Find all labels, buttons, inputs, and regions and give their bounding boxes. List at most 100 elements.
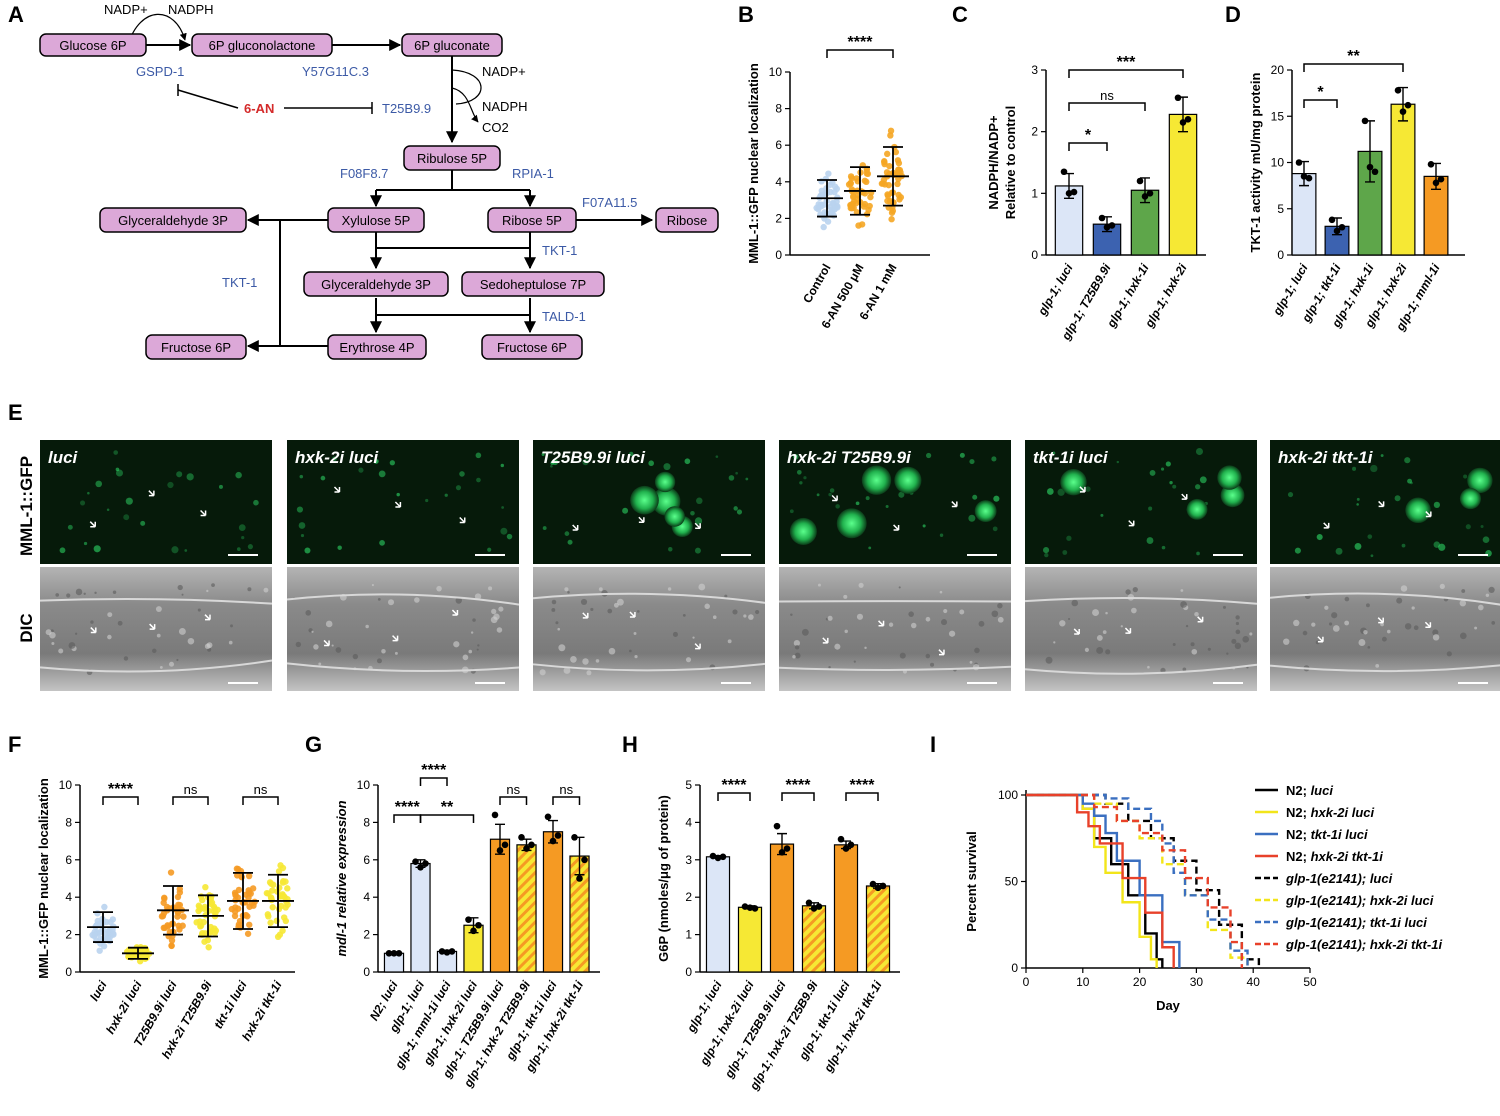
dic-texture bbox=[296, 642, 301, 647]
legend-label-strain: N2; bbox=[1286, 805, 1311, 820]
survival-curve bbox=[1026, 795, 1259, 968]
dic-texture bbox=[1447, 651, 1452, 656]
y-tick-label: 20 bbox=[1271, 63, 1285, 77]
dic-texture bbox=[313, 644, 318, 649]
y-axis-title: NADPH/NADP+ bbox=[986, 115, 1001, 210]
y-axis-title: MML-1::GFP nuclear localization bbox=[746, 63, 761, 264]
dic-texture bbox=[552, 600, 557, 605]
significance-label: **** bbox=[722, 777, 748, 794]
data-point bbox=[861, 203, 867, 209]
enzyme-rpia-1: RPIA-1 bbox=[512, 166, 554, 181]
significance-bracket bbox=[421, 778, 448, 786]
significance-label: ns bbox=[1100, 88, 1114, 103]
data-point bbox=[849, 205, 855, 211]
dic-texture bbox=[176, 659, 178, 661]
data-point bbox=[1428, 161, 1435, 168]
significance-label: ns bbox=[254, 782, 268, 797]
data-point bbox=[1339, 224, 1346, 231]
data-point bbox=[269, 904, 275, 910]
enzyme-tkt-1-left: TKT-1 bbox=[222, 275, 257, 290]
data-point bbox=[752, 905, 759, 912]
dic-texture bbox=[1092, 609, 1099, 616]
data-point bbox=[1306, 175, 1313, 182]
gfp-speckle bbox=[300, 475, 304, 479]
data-point bbox=[882, 181, 888, 187]
data-point bbox=[1175, 94, 1182, 101]
gfp-speckle bbox=[696, 498, 703, 505]
dic-texture bbox=[1405, 623, 1412, 630]
data-point bbox=[281, 894, 287, 900]
data-point bbox=[209, 899, 215, 905]
data-point bbox=[165, 923, 171, 929]
y-tick-label: 8 bbox=[775, 102, 782, 116]
dic-texture bbox=[1242, 636, 1249, 643]
data-point bbox=[196, 903, 202, 909]
row-label-gfp: MML-1::GFP bbox=[17, 456, 36, 556]
dic-texture bbox=[673, 632, 678, 637]
gfp-speckle bbox=[140, 521, 145, 526]
dic-texture bbox=[596, 659, 600, 663]
dic-texture bbox=[540, 669, 546, 675]
gfp-speckle bbox=[87, 492, 90, 495]
significance-bracket bbox=[1304, 100, 1337, 108]
cofactor-nadp-2: NADP+ bbox=[482, 64, 526, 79]
dic-texture bbox=[1303, 631, 1308, 636]
dic-texture bbox=[1223, 606, 1226, 609]
dic-texture bbox=[607, 609, 612, 614]
svg-text:Sedoheptulose 7P: Sedoheptulose 7P bbox=[480, 277, 586, 292]
dic-texture bbox=[107, 635, 112, 640]
data-point bbox=[212, 905, 218, 911]
gfp-speckle bbox=[886, 505, 889, 508]
data-point bbox=[273, 918, 279, 924]
dic-texture bbox=[1440, 584, 1445, 589]
gfp-speckle bbox=[1066, 536, 1071, 541]
dic-texture bbox=[1329, 622, 1332, 625]
dic-texture bbox=[1375, 664, 1379, 668]
gfp-speckle bbox=[60, 547, 66, 553]
y-tick-label: 2 bbox=[775, 211, 782, 225]
gfp-speckle bbox=[745, 478, 748, 481]
significance-bracket bbox=[718, 793, 750, 801]
y-tick-label: 8 bbox=[363, 815, 370, 829]
data-point bbox=[497, 847, 504, 854]
gfp-speckle bbox=[501, 506, 504, 509]
significance-bracket bbox=[1069, 103, 1145, 111]
data-point bbox=[101, 943, 107, 949]
gfp-speckle bbox=[507, 534, 512, 539]
significance-label: * bbox=[1085, 127, 1092, 144]
image-tile-5: tkt-1i luci bbox=[1025, 440, 1257, 691]
gfp-speckle bbox=[425, 499, 428, 502]
y-tick-label: 2 bbox=[363, 928, 370, 942]
gfp-speckle bbox=[972, 495, 977, 500]
dic-texture bbox=[1345, 597, 1350, 602]
dic-texture bbox=[118, 621, 123, 626]
gfp-speckle bbox=[1466, 524, 1471, 529]
gfp-nucleus bbox=[1405, 498, 1431, 524]
data-point bbox=[177, 886, 183, 892]
data-point bbox=[470, 928, 477, 935]
gfp-speckle bbox=[297, 506, 303, 512]
x-tick-label: 20 bbox=[1133, 975, 1147, 989]
dic-texture bbox=[1488, 587, 1494, 593]
dic-texture bbox=[107, 612, 112, 617]
dic-texture bbox=[570, 656, 577, 663]
dic-texture bbox=[1311, 622, 1315, 626]
gfp-speckle bbox=[543, 526, 547, 530]
dic-texture bbox=[828, 666, 830, 668]
data-point bbox=[1329, 217, 1336, 224]
gfp-speckle bbox=[95, 481, 102, 488]
significance-label: **** bbox=[395, 799, 421, 816]
dic-texture bbox=[844, 630, 847, 633]
data-point bbox=[887, 132, 893, 138]
data-point bbox=[412, 858, 419, 865]
dic-texture bbox=[1358, 639, 1365, 646]
dic-texture bbox=[178, 585, 183, 590]
dic-texture bbox=[332, 644, 334, 646]
dic-texture bbox=[1283, 638, 1289, 644]
legend-label: N2; hxk-2i tkt-1i bbox=[1286, 849, 1383, 864]
data-point bbox=[1438, 176, 1445, 183]
enzyme-y57g11c3: Y57G11C.3 bbox=[302, 64, 369, 79]
significance-label: ns bbox=[184, 782, 198, 797]
category-label: luci bbox=[87, 978, 110, 1003]
node-xylulose-5p: Xylulose 5P bbox=[328, 208, 424, 232]
